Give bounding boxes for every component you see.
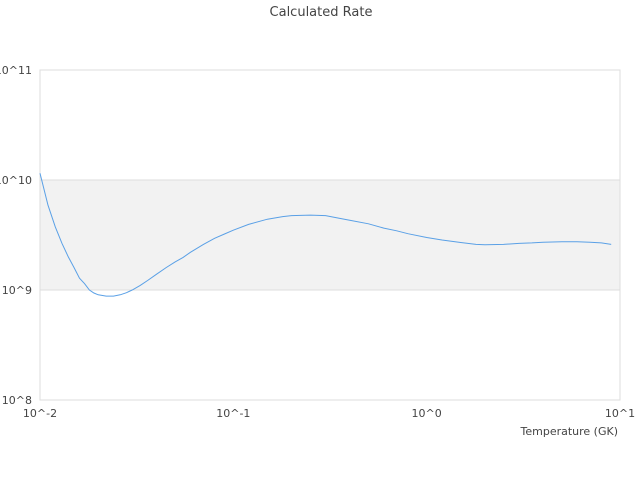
shaded-band	[40, 180, 620, 290]
x-tick-label: 10^1	[605, 407, 635, 420]
series-line	[39, 173, 612, 297]
x-axis-label: Temperature (GK)	[520, 425, 619, 438]
chart-title: Calculated Rate	[270, 5, 373, 20]
y-tick-labels: 10^8 10^9 10^10 10^11	[0, 64, 32, 407]
x-tick-labels: 10^-2 10^-1 10^0 10^1	[23, 407, 635, 420]
grid-layer	[40, 179, 620, 291]
x-tick-label: 10^0	[412, 407, 442, 420]
y-tick-label: 10^9	[2, 284, 32, 297]
x-tick-label: 10^-1	[216, 407, 250, 420]
y-tick-label: 10^10	[0, 174, 32, 187]
series-layer	[39, 173, 612, 297]
shaded-band-layer	[40, 180, 620, 290]
y-tick-label: 10^11	[0, 64, 32, 77]
x-tick-label: 10^-2	[23, 407, 57, 420]
plot-frame	[39, 69, 621, 401]
y-tick-label: 10^8	[2, 394, 32, 407]
